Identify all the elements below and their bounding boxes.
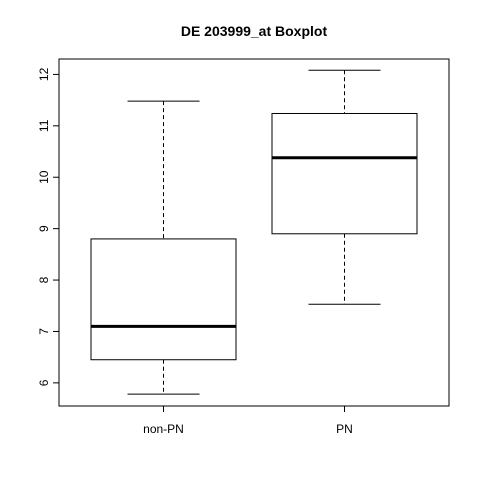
y-tick-label: 10 [37, 170, 51, 184]
y-tick-label: 9 [37, 225, 51, 232]
y-tick-label: 12 [37, 67, 51, 81]
iqr-box [271, 112, 418, 235]
box-non-PN [90, 100, 237, 395]
x-tick-label: PN [336, 422, 353, 436]
x-tick-label: non-PN [143, 422, 184, 436]
y-axis: 6 7 8 9 10 11 12 [37, 67, 60, 386]
boxes [90, 69, 418, 395]
y-tick-label: 6 [37, 379, 51, 386]
y-tick-label: 8 [37, 276, 51, 283]
y-tick-label: 7 [37, 328, 51, 335]
box-PN [271, 69, 418, 305]
chart-title: DE 203999_at Boxplot [181, 23, 328, 39]
x-axis: non-PN PN [143, 405, 353, 436]
iqr-box [90, 238, 237, 361]
y-tick-label: 11 [37, 119, 51, 132]
